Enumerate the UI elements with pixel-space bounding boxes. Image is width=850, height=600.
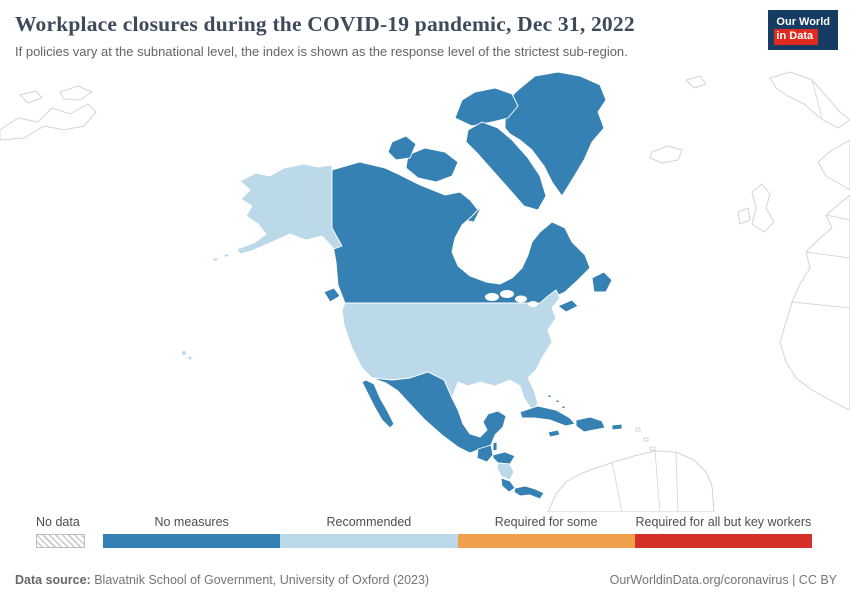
chart-header: Workplace closures during the COVID-19 p… bbox=[15, 12, 755, 59]
legend-swatch-no-measures[interactable] bbox=[103, 534, 281, 548]
background-africa-iberia bbox=[779, 194, 850, 411]
legend-label-recommended: Recommended bbox=[326, 515, 412, 529]
country-bahamas[interactable] bbox=[547, 394, 566, 409]
choropleth-map bbox=[0, 71, 850, 512]
owid-logo: Our World in Data bbox=[768, 10, 838, 50]
country-canada-nova-scotia[interactable] bbox=[557, 299, 579, 313]
legend-labels: No measures Recommended Required for som… bbox=[103, 515, 812, 529]
country-canada-victoria-island[interactable] bbox=[405, 147, 459, 183]
country-borders bbox=[611, 79, 850, 512]
background-wrangel-island bbox=[59, 85, 93, 101]
owid-link[interactable]: OurWorldinData.org/coronavirus | CC BY bbox=[609, 573, 837, 587]
country-jamaica[interactable] bbox=[547, 429, 561, 438]
country-cuba[interactable] bbox=[519, 405, 576, 427]
country-canada-mainland[interactable] bbox=[329, 161, 591, 304]
page-title: Workplace closures during the COVID-19 p… bbox=[15, 12, 635, 36]
background-scandinavia bbox=[769, 71, 850, 129]
chart-subtitle: If policies vary at the subnational leve… bbox=[15, 43, 628, 59]
country-hispaniola[interactable] bbox=[575, 416, 606, 433]
country-usa-hawaii-2[interactable] bbox=[187, 355, 193, 361]
country-puerto-rico[interactable] bbox=[611, 423, 623, 431]
data-source: Data source: Blavatnik School of Governm… bbox=[15, 573, 429, 587]
country-nicaragua[interactable] bbox=[496, 462, 515, 481]
background-europe bbox=[817, 139, 850, 191]
legend-label-no-measures: No measures bbox=[154, 515, 229, 529]
legend-label-required-for-some: Required for some bbox=[494, 515, 598, 529]
background-svalbard bbox=[685, 75, 707, 89]
background-britain bbox=[751, 183, 775, 233]
legend-color-bar bbox=[103, 534, 812, 548]
country-mexico-baja-california[interactable] bbox=[361, 379, 395, 429]
country-usa-hawaii-1[interactable] bbox=[181, 350, 187, 356]
data-source-text: Blavatnik School of Government, Universi… bbox=[94, 573, 430, 587]
country-usa-alaska[interactable] bbox=[212, 163, 343, 262]
legend-label-required-for-all: Required for all but key workers bbox=[635, 515, 812, 529]
great-lakes bbox=[485, 290, 538, 307]
country-guatemala[interactable] bbox=[476, 444, 494, 463]
country-canada-vancouver-island[interactable] bbox=[323, 287, 341, 303]
legend-swatch-recommended[interactable] bbox=[280, 534, 458, 548]
background-ireland bbox=[737, 207, 751, 225]
chart-footer: Data source: Blavatnik School of Governm… bbox=[15, 573, 837, 587]
country-canada-banks-island[interactable] bbox=[387, 135, 417, 161]
country-costa-rica[interactable] bbox=[500, 477, 516, 493]
data-source-label: Data source: bbox=[15, 573, 91, 587]
country-honduras[interactable] bbox=[492, 451, 516, 465]
legend-no-data-label: No data bbox=[36, 515, 80, 529]
legend-swatch-required-for-some[interactable] bbox=[457, 534, 635, 548]
owid-logo-line1: Our World bbox=[776, 16, 830, 28]
owid-logo-line2: in Data bbox=[774, 29, 819, 45]
map-legend: No data No measures Recommended Required… bbox=[0, 513, 850, 551]
country-canada-newfoundland[interactable] bbox=[591, 271, 613, 293]
country-belize[interactable] bbox=[492, 441, 498, 452]
legend-swatch-required-for-all[interactable] bbox=[634, 534, 812, 548]
country-mexico-mainland[interactable] bbox=[371, 371, 507, 454]
country-canada-baffin-island[interactable] bbox=[465, 121, 547, 211]
background-arctic-island bbox=[19, 90, 43, 104]
background-lesser-antilles bbox=[635, 427, 656, 451]
legend-no-data-swatch[interactable] bbox=[36, 534, 85, 548]
background-iceland bbox=[649, 145, 683, 164]
background-siberia bbox=[0, 103, 97, 141]
background-south-america bbox=[547, 450, 715, 512]
country-panama[interactable] bbox=[513, 485, 545, 500]
